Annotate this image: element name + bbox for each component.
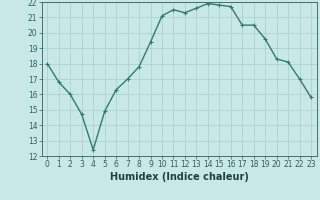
X-axis label: Humidex (Indice chaleur): Humidex (Indice chaleur) <box>110 172 249 182</box>
